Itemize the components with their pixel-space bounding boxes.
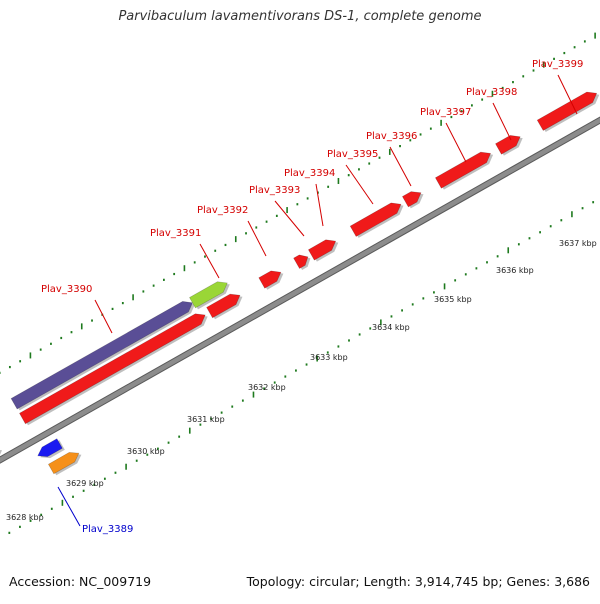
gene-label: Plav_3390 [41, 284, 92, 295]
gene-arrow-purple [10, 301, 193, 410]
gene-arrow [349, 202, 402, 237]
scale-label: 3632 kbp [248, 383, 286, 392]
gene-arrow [19, 313, 206, 425]
scale-label: 3636 kbp [496, 266, 534, 275]
scale-label: 3631 kbp [187, 415, 225, 424]
gene-arrow-lime [189, 281, 228, 309]
leader-line [557, 74, 578, 115]
gene-arrow [401, 191, 422, 208]
accession-text: Accession: NC_009719 [9, 574, 152, 589]
gene-arrow [293, 254, 309, 269]
gene-label: Plav_3395 [327, 149, 378, 160]
genome-summary-text: Topology: circular; Length: 3,914,745 bp… [246, 574, 590, 589]
gene-label: Plav_3389 [82, 524, 133, 535]
gene-features [0, 91, 600, 476]
scale-label: 3630 kbp [127, 447, 165, 456]
leader-line [445, 122, 467, 163]
map-title: Parvibaculum lavamentivorans DS-1, compl… [118, 9, 482, 24]
leader-line [247, 220, 267, 257]
gene-arrow [258, 270, 282, 289]
gene-label: Plav_3396 [366, 131, 417, 142]
inner-tick-track [8, 201, 595, 534]
scale-labels: 3628 kbp 3629 kbp 3630 kbp 3631 kbp 3632 kbp… [6, 239, 597, 522]
backbone-line [0, 117, 600, 463]
gene-arrow-blue [37, 438, 63, 457]
gene-label: Plav_3391 [150, 228, 201, 239]
gene-arrow-orange [47, 452, 80, 475]
scale-label: 3629 kbp [66, 479, 104, 488]
gene-label: Plav_3394 [284, 168, 335, 179]
scale-label: 3637 kbp [559, 239, 597, 248]
scale-label: 3628 kbp [6, 513, 44, 522]
scale-label: 3635 kbp [434, 295, 472, 304]
gene-arrow [434, 151, 492, 189]
leader-line [389, 146, 412, 187]
leader-line [199, 243, 220, 279]
gene-arrow [206, 293, 241, 319]
gene-arrow [307, 239, 337, 261]
leader-line [315, 183, 324, 227]
leader-line [274, 200, 305, 237]
leader-line [345, 164, 374, 205]
gene-label: Plav_3398 [466, 87, 517, 98]
genome-backbone [0, 116, 600, 464]
gene-arrow-shadow [0, 450, 2, 455]
leader-line [492, 102, 512, 141]
gene-label: Plav_3393 [249, 185, 300, 196]
gene-label: Plav_3397 [420, 107, 471, 118]
label-leader-lines [57, 74, 578, 527]
gene-arrow [495, 135, 521, 155]
gene-label: Plav_3392 [197, 205, 248, 216]
gene-arrow [536, 91, 598, 131]
outer-tick-track [0, 32, 596, 374]
gene-label: Plav_3399 [532, 59, 583, 70]
leader-line [94, 299, 113, 334]
leader-line [57, 486, 81, 527]
scale-label: 3634 kbp [372, 323, 410, 332]
gene-labels: Plav_3389Plav_3390Plav_3391Plav_3392Plav… [41, 59, 583, 535]
scale-label: 3633 kbp [310, 353, 348, 362]
